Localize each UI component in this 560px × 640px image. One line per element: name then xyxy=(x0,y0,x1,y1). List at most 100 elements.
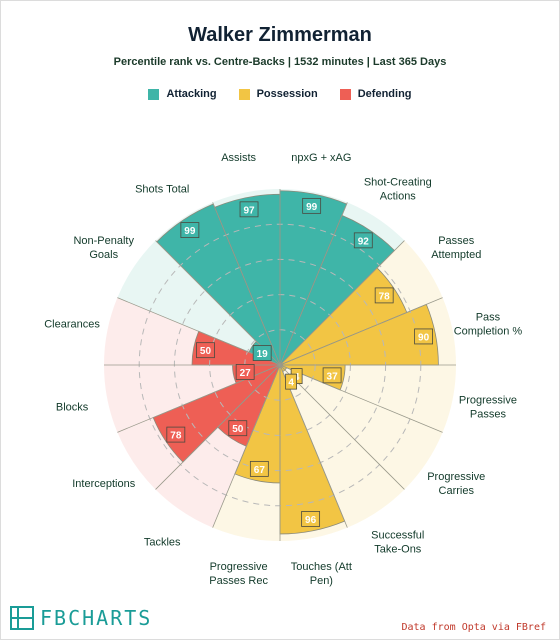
legend-item-defending: Defending xyxy=(339,88,412,100)
background-sector-non-penalty-goals xyxy=(117,240,281,365)
data-credit: Data from Opta via FBref xyxy=(401,622,547,633)
value-label-pass-completion: 90 xyxy=(414,328,433,345)
value-text-clearances: 50 xyxy=(200,346,212,357)
value-text-non-penalty-goals: 19 xyxy=(257,349,269,360)
category-label-line: Successful xyxy=(371,529,424,541)
value-labels: 999278903744966750782750199997 xyxy=(166,197,433,527)
category-label-line: Pen) xyxy=(310,575,333,587)
value-badge-non-penalty-goals xyxy=(252,345,272,361)
category-label-passes-attempted: Passes Attempted xyxy=(431,235,481,261)
legend-label-attacking: Attacking xyxy=(166,88,217,100)
category-label-line: Clearances xyxy=(44,319,100,331)
value-text-interceptions: 78 xyxy=(170,431,182,442)
value-badge-progressive-passes-rec xyxy=(249,460,269,477)
spoke-1 xyxy=(279,202,348,366)
value-badge-tackles xyxy=(228,420,248,437)
value-text-progressive-passes-rec: 67 xyxy=(254,465,266,476)
value-badge-blocks xyxy=(235,364,255,380)
value-label-shot-creating-actions: 92 xyxy=(353,232,373,249)
category-label-line: Tackles xyxy=(144,536,181,548)
legend-swatch-possession xyxy=(238,88,250,100)
category-label-line: Assists xyxy=(221,152,256,164)
category-label-line: Actions xyxy=(380,191,417,203)
background-sector-successful-take-ons xyxy=(280,365,405,528)
value-label-passes-attempted: 78 xyxy=(374,287,394,304)
value-label-progressive-passes-rec: 67 xyxy=(249,460,269,477)
value-badge-interceptions xyxy=(166,426,186,443)
value-text-npxg-xag: 99 xyxy=(306,202,318,213)
value-badge-pass-completion xyxy=(414,328,433,345)
value-text-shots-total: 99 xyxy=(184,226,196,237)
value-text-successful-take-ons: 4 xyxy=(288,378,294,389)
category-label-line: Touches (Att xyxy=(291,561,352,573)
legend-swatch-attacking xyxy=(148,88,160,100)
category-label-line: Shots Total xyxy=(135,184,189,196)
value-badge-assists xyxy=(239,201,259,218)
category-label-line: Interceptions xyxy=(72,478,135,490)
value-text-assists: 97 xyxy=(243,205,255,216)
value-text-progressive-passes: 37 xyxy=(327,371,339,382)
spoke-10 xyxy=(155,364,281,490)
spoke-2 xyxy=(279,240,405,366)
value-badge-passes-attempted xyxy=(374,287,394,304)
value-label-shots-total: 99 xyxy=(180,222,200,239)
spoke-15 xyxy=(212,202,281,366)
value-text-shot-creating-actions: 92 xyxy=(358,236,370,247)
category-label-progressive-passes: Progressive Passes xyxy=(459,394,517,420)
category-label-line: Passes xyxy=(438,235,475,247)
spoke-9 xyxy=(212,364,281,528)
category-labels: npxG + xAG Shot-Creating Actions Passes Atte… xyxy=(44,152,522,587)
legend-swatch-defending xyxy=(339,88,351,100)
value-label-tackles: 50 xyxy=(228,420,248,437)
value-text-touches-att-pen: 96 xyxy=(305,515,317,526)
value-text-tackles: 50 xyxy=(232,424,244,435)
category-label-line: Non-Penalty xyxy=(73,235,134,247)
value-text-passes-attempted: 78 xyxy=(379,291,391,302)
value-label-blocks: 27 xyxy=(235,364,255,380)
value-badge-clearances xyxy=(196,342,215,359)
category-label-touches-att-pen: Touches (Att Pen) xyxy=(291,561,352,587)
value-badge-shot-creating-actions xyxy=(353,232,373,249)
spoke-7 xyxy=(279,364,348,528)
value-badge-progressive-passes xyxy=(322,367,342,384)
chart-title: Walker Zimmerman xyxy=(188,24,372,46)
category-label-line: Passes Rec xyxy=(209,575,268,587)
logo-mark-icon xyxy=(10,606,34,630)
value-badge-successful-take-ons xyxy=(285,373,298,390)
category-label-npxg-xag: npxG + xAG xyxy=(291,152,351,164)
background-sector-progressive-carries xyxy=(280,365,443,490)
category-label-line: Carries xyxy=(439,485,475,497)
value-text-pass-completion: 90 xyxy=(418,332,430,343)
category-label-line: Shot-Creating xyxy=(364,177,432,189)
fbcharts-logo: FBCHARTS xyxy=(10,606,152,630)
value-badge-npxg-xag xyxy=(302,197,322,214)
category-label-line: Blocks xyxy=(56,401,89,413)
value-text-blocks: 27 xyxy=(240,368,252,379)
value-label-npxg-xag: 99 xyxy=(302,197,322,214)
chart-legend: Attacking Possession Defending xyxy=(0,88,560,100)
category-label-line: Pass xyxy=(476,312,501,324)
category-label-line: Progressive xyxy=(210,561,268,573)
value-label-progressive-passes: 37 xyxy=(322,367,342,384)
spoke-3 xyxy=(279,297,443,366)
category-label-clearances: Clearances xyxy=(44,319,100,331)
legend-item-attacking: Attacking xyxy=(148,88,217,100)
category-label-line: Take-Ons xyxy=(374,543,422,555)
category-label-assists: Assists xyxy=(221,152,256,164)
spoke-5 xyxy=(279,364,443,433)
legend-label-defending: Defending xyxy=(357,88,412,100)
category-label-pass-completion: Pass Completion % xyxy=(454,312,523,338)
legend-label-possession: Possession xyxy=(256,88,318,100)
value-label-successful-take-ons: 4 xyxy=(285,373,298,390)
category-label-non-penalty-goals: Non-Penalty Goals xyxy=(73,235,134,261)
chart-subtitle: Percentile rank vs. Centre-Backs | 1532 … xyxy=(113,56,447,68)
category-label-blocks: Blocks xyxy=(56,401,89,413)
category-label-line: Progressive xyxy=(459,394,517,406)
value-label-interceptions: 78 xyxy=(166,426,186,443)
value-label-assists: 97 xyxy=(239,201,259,218)
category-label-line: Attempted xyxy=(431,249,481,261)
category-label-tackles: Tackles xyxy=(144,536,181,548)
category-label-shot-creating-actions: Shot-Creating Actions xyxy=(364,177,432,203)
category-label-successful-take-ons: Successful Take-Ons xyxy=(371,529,424,555)
